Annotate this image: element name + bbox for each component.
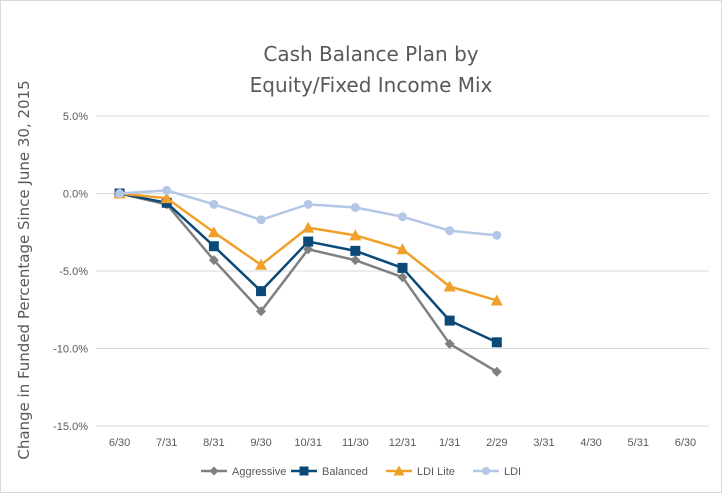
- y-tick-label: 0.0%: [63, 189, 88, 201]
- data-point: [303, 244, 314, 255]
- chart-title-line-1: Cash Balance Plan by: [263, 42, 478, 66]
- x-tick-label: 6/30: [109, 437, 130, 449]
- y-tick-label: -10.0%: [53, 344, 88, 356]
- series-aggressive: [114, 188, 502, 377]
- legend-marker: [209, 466, 219, 476]
- series-line: [119, 192, 498, 373]
- legend-entry: LDI Lite: [386, 465, 455, 478]
- data-point: [349, 229, 362, 241]
- x-tick-label: 12/31: [389, 437, 417, 449]
- x-tick-label: 3/31: [533, 437, 554, 449]
- data-point: [208, 241, 219, 252]
- data-point: [208, 255, 219, 266]
- y-tick-label: -5.0%: [59, 266, 88, 278]
- data-point: [445, 226, 455, 236]
- legend: Aggressive Balanced LDI Lite LDI: [201, 465, 521, 478]
- y-tick-label: 5.0%: [63, 111, 88, 123]
- x-tick-label: 9/30: [250, 437, 271, 449]
- chart-title-line-2: Equity/Fixed Income Mix: [250, 73, 493, 97]
- data-point: [490, 294, 503, 306]
- data-point: [397, 272, 408, 283]
- x-tick-label: 1/31: [439, 437, 460, 449]
- x-tick-label: 2/29: [486, 437, 507, 449]
- data-point: [256, 306, 267, 317]
- data-point: [256, 286, 267, 297]
- data-point: [302, 221, 315, 233]
- data-point: [160, 192, 173, 204]
- legend-marker: [299, 466, 309, 476]
- data-point: [350, 245, 361, 256]
- data-point: [397, 262, 408, 273]
- data-point: [396, 243, 409, 255]
- data-point: [491, 337, 502, 348]
- data-point: [255, 258, 268, 270]
- legend-label: LDI: [504, 466, 521, 478]
- x-tick-label: 10/31: [294, 437, 322, 449]
- data-point: [444, 315, 455, 326]
- data-point: [492, 230, 502, 240]
- x-tick-label: 8/31: [203, 437, 224, 449]
- x-tick-label: 7/31: [156, 437, 177, 449]
- x-tick-label: 5/31: [628, 437, 649, 449]
- x-tick-label: 6/30: [675, 437, 696, 449]
- y-tick-label: -15.0%: [53, 421, 88, 433]
- legend-label: LDI Lite: [417, 466, 455, 478]
- data-point: [444, 338, 455, 349]
- legend-label: Aggressive: [232, 466, 286, 478]
- data-point: [350, 255, 361, 266]
- x-tick-label: 4/30: [580, 437, 601, 449]
- legend-entry: LDI: [473, 466, 521, 478]
- data-point: [256, 215, 266, 225]
- series-ldi: [115, 185, 502, 240]
- legend-marker: [393, 465, 405, 476]
- plot-series: [113, 185, 503, 377]
- legend-label: Balanced: [322, 466, 368, 478]
- data-point: [209, 199, 219, 209]
- data-point: [303, 236, 314, 247]
- data-point: [162, 185, 172, 195]
- y-axis-label: Change in Funded Percentage Since June 3…: [15, 80, 33, 459]
- data-point: [207, 226, 220, 238]
- data-point: [115, 189, 125, 198]
- legend-marker: [482, 467, 490, 475]
- data-point: [350, 202, 360, 212]
- x-axis-ticks: 6/30 7/31 8/31 9/30 10/31 11/30 12/31 1/31 2/29 3…: [109, 437, 696, 449]
- legend-entry: Aggressive: [201, 466, 286, 478]
- y-axis-ticks: 5.0% 0.0% -5.0% -10.0% -15.0%: [53, 111, 88, 433]
- data-point: [443, 280, 456, 292]
- data-point: [398, 212, 407, 222]
- data-point: [303, 199, 313, 209]
- data-point: [491, 366, 502, 377]
- x-tick-label: 11/30: [342, 437, 369, 449]
- legend-entry: Balanced: [291, 466, 368, 478]
